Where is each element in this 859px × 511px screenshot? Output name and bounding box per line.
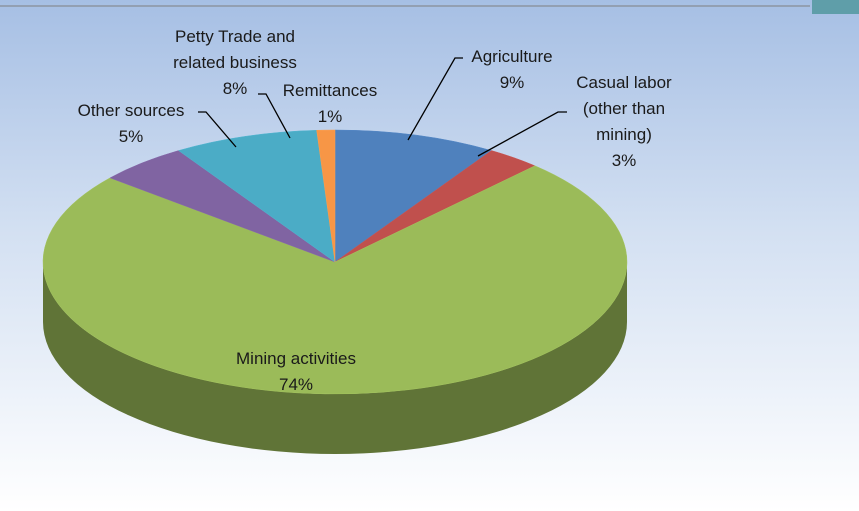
- value-label: 9%: [499, 73, 525, 92]
- slice-label: Agriculture 9%: [452, 44, 572, 96]
- category-label: Other sources: [77, 101, 185, 120]
- value-label: 5%: [118, 127, 144, 146]
- category-label: Agriculture: [471, 47, 553, 66]
- pie-slice-side: [43, 262, 627, 454]
- slice-label: Mining activities 74%: [196, 346, 396, 398]
- slice-label: Petty Trade and related business 8%: [155, 24, 315, 102]
- category-label: Remittances: [282, 81, 378, 100]
- value-label: 74%: [278, 375, 314, 394]
- pie-slice: [42, 165, 628, 395]
- pie-slice: [334, 129, 493, 263]
- category-label: Mining activities: [236, 349, 356, 368]
- corner-tab: [812, 0, 859, 14]
- leader-line: [407, 57, 463, 141]
- category-label: Casual labor (other than mining): [576, 73, 672, 144]
- leader-line: [258, 93, 291, 139]
- leader-line: [477, 111, 567, 157]
- leader-line: [198, 111, 237, 148]
- pie-slice: [177, 130, 336, 263]
- value-label: 8%: [222, 79, 248, 98]
- value-label: 3%: [611, 151, 637, 170]
- slice-label: Casual labor (other than mining) 3%: [565, 70, 683, 174]
- value-label: 1%: [317, 107, 343, 126]
- slice-label: Other sources 5%: [56, 98, 206, 150]
- slice-label: Remittances 1%: [265, 78, 395, 130]
- pie-slice: [316, 129, 336, 263]
- category-label: Petty Trade and related business: [173, 27, 297, 72]
